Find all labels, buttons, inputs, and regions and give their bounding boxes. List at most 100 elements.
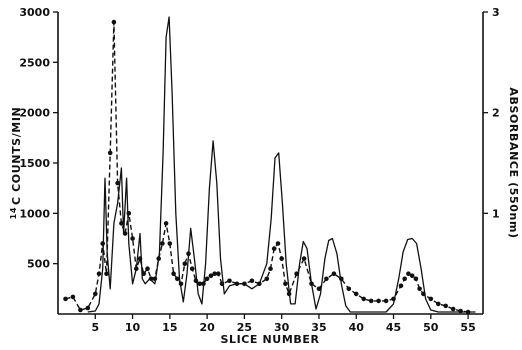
counts-point [417, 286, 422, 292]
y-axis-title-superscript: 14 [9, 207, 18, 219]
y2-tick-label: 1 [492, 207, 500, 220]
counts-point [286, 291, 292, 297]
counts-point [193, 278, 199, 284]
y-tick-label: 3000 [19, 6, 50, 19]
y-tick-label: 1500 [19, 157, 50, 170]
counts-point [93, 291, 98, 297]
counts-point [294, 271, 299, 277]
counts-point [301, 256, 307, 261]
y2-tick-label: 3 [492, 6, 500, 19]
y-tick-label: 2000 [19, 107, 50, 120]
counts-point [85, 305, 91, 311]
counts-point [189, 266, 195, 272]
counts-point [208, 273, 214, 279]
counts-point [409, 273, 415, 279]
counts-point [216, 271, 221, 277]
counts-point [257, 281, 262, 287]
tick-marks: 5 10 15 20 25 30 35 40 45 50 55 500 1000 1500 2000 2500… [19, 6, 499, 334]
counts-point [134, 266, 139, 272]
counts-point [115, 180, 120, 186]
counts-point [182, 261, 188, 267]
counts-point [346, 286, 352, 292]
counts-point [428, 296, 434, 302]
y2-axis-title: ABSORBANCE (550nm) [507, 87, 520, 238]
counts-point [175, 276, 180, 282]
counts-point [130, 236, 135, 241]
x-tick-label: 25 [237, 321, 252, 334]
counts-point [413, 276, 419, 282]
counts-point [111, 19, 117, 25]
counts-point [275, 241, 281, 246]
counts-point [271, 246, 277, 251]
counts-point [156, 256, 161, 261]
counts-point [104, 271, 109, 277]
counts-point [137, 256, 143, 261]
counts-point [160, 241, 165, 246]
x-tick-label: 20 [199, 321, 215, 334]
counts-point [186, 251, 191, 256]
counts-point [100, 241, 105, 246]
counts-point [178, 281, 184, 287]
counts-point [219, 281, 225, 287]
counts-point [78, 307, 83, 313]
counts-point [204, 276, 210, 282]
counts-point [324, 276, 329, 282]
counts-point [148, 276, 154, 282]
x-tick-label: 15 [162, 321, 177, 334]
counts-point [339, 276, 344, 282]
counts-point [234, 281, 240, 287]
counts-point [283, 281, 288, 287]
counts-point [353, 291, 359, 297]
counts-point [141, 271, 146, 277]
x-tick-label: 10 [125, 321, 141, 334]
counts-point [383, 298, 389, 304]
y-axis-title-text: C COUNTS/MIN [10, 107, 23, 205]
counts-point [309, 281, 314, 287]
y-tick-label: 500 [27, 258, 50, 271]
counts-point [436, 301, 441, 307]
x-tick-label: 5 [91, 321, 99, 334]
counts-line [65, 22, 469, 313]
counts-point [406, 271, 411, 277]
counts-point [279, 256, 285, 261]
counts-point [145, 266, 150, 272]
counts-point [227, 278, 232, 284]
y-tick-label: 1000 [19, 207, 50, 220]
counts-point [368, 298, 374, 304]
counts-point [119, 221, 124, 226]
counts-point [398, 283, 404, 289]
counts-point [264, 276, 270, 282]
counts-point [171, 271, 176, 277]
counts-point [268, 266, 273, 272]
counts-point [163, 221, 169, 226]
counts-point [197, 281, 202, 287]
counts-point [402, 276, 408, 282]
counts-point [316, 286, 322, 292]
x-axis-title: SLICE NUMBER [220, 333, 319, 346]
counts-point [96, 271, 102, 277]
counts-point [249, 278, 255, 284]
counts-point [458, 308, 463, 314]
counts-point [201, 281, 206, 287]
counts-point [152, 276, 158, 282]
counts-point [70, 294, 76, 300]
counts-point [391, 296, 396, 302]
x-tick-label: 35 [311, 321, 326, 334]
x-tick-label: 55 [460, 321, 475, 334]
counts-series [63, 19, 471, 315]
svg-text:14C COUNTS/MIN: 14 C COUNTS/MIN [9, 107, 23, 220]
counts-point [450, 306, 456, 312]
x-tick-label: 45 [386, 321, 401, 334]
counts-point [465, 309, 471, 315]
y-axis-title: 14 C COUNTS/MIN [9, 107, 23, 220]
x-tick-label: 50 [423, 321, 439, 334]
counts-point [361, 296, 367, 302]
counts-point [443, 303, 449, 309]
counts-point [122, 231, 128, 236]
x-tick-label: 30 [274, 321, 290, 334]
counts-point [331, 271, 337, 277]
counts-point [107, 150, 113, 156]
counts-point [167, 241, 173, 246]
x-tick-label: 40 [349, 321, 365, 334]
